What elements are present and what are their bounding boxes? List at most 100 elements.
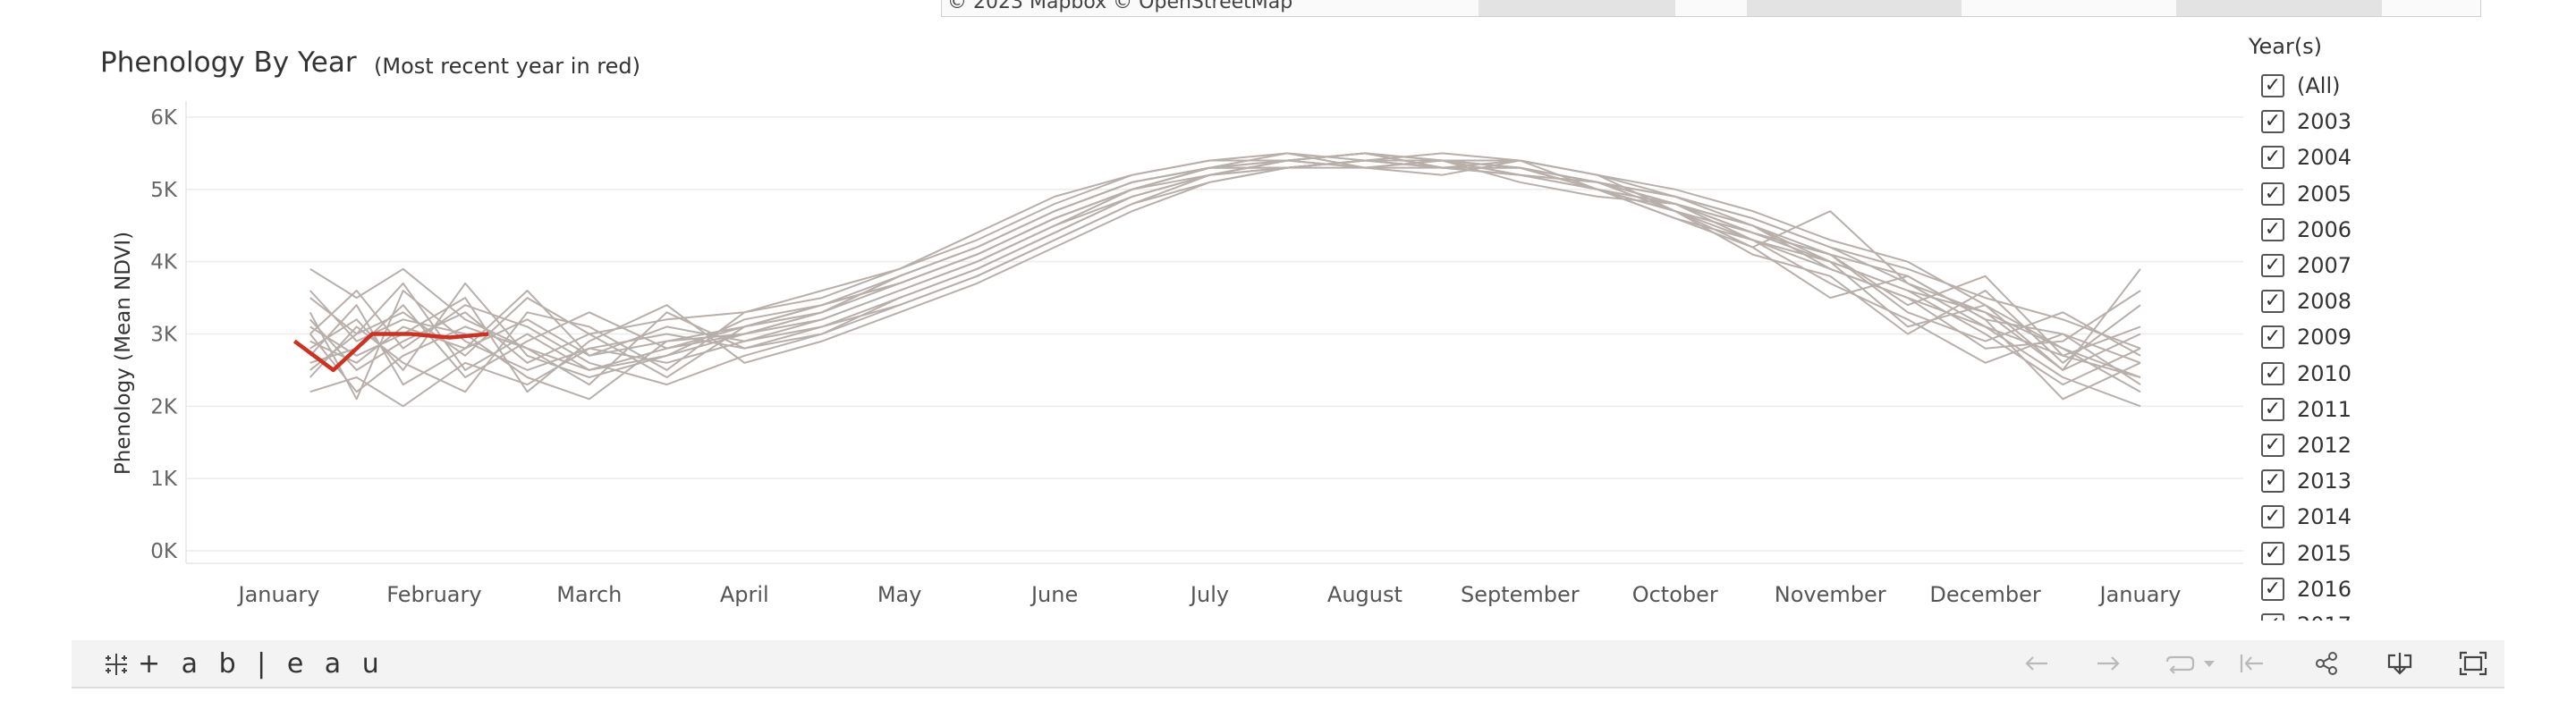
checkbox-icon[interactable]: ✓ (2261, 110, 2284, 134)
chart-subtitle: (Most recent year in red) (374, 54, 640, 79)
y-tick-label: 6K (150, 106, 178, 130)
legend-item-2016[interactable]: ✓ 2016 (2261, 571, 2351, 607)
dropdown-icon (2204, 661, 2215, 667)
tableau-logo-text: + a b | e a u (138, 648, 386, 680)
x-tick-label: April (720, 582, 769, 607)
legend-item-2012[interactable]: ✓ 2012 (2261, 427, 2351, 463)
map-attribution[interactable]: © 2023 Mapbox © OpenStreetMap (947, 0, 1293, 13)
legend-item-label: 2003 (2297, 109, 2352, 135)
x-tick-label: December (1929, 582, 2041, 607)
checkbox-icon[interactable]: ✓ (2261, 254, 2284, 278)
legend-item-label: 2009 (2297, 325, 2352, 350)
legend-item-2015[interactable]: ✓ 2015 (2261, 535, 2351, 570)
x-tick-label: February (386, 582, 481, 607)
checkbox-icon[interactable]: ✓ (2261, 290, 2284, 314)
legend-list: ✓ (All) ✓ 2003 ✓ 2004 ✓ 2005 ✓ 2006 ✓ 2007 ✓ 2008 ✓ 200… (2261, 68, 2351, 621)
fullscreen-icon (2459, 651, 2487, 676)
revert-button[interactable] (2163, 647, 2197, 680)
redo-button[interactable] (2091, 647, 2125, 680)
legend-item-label: 2015 (2297, 540, 2352, 566)
legend-item-2004[interactable]: ✓ 2004 (2261, 139, 2351, 175)
x-tick-label: September (1461, 582, 1580, 607)
tableau-logo[interactable]: + a b | e a u (102, 648, 386, 680)
legend-item-2007[interactable]: ✓ 2007 (2261, 248, 2351, 283)
legend-item-label: 2016 (2297, 576, 2352, 602)
revert-icon (2165, 655, 2195, 674)
legend-item-2009[interactable]: ✓ 2009 (2261, 319, 2351, 355)
y-axis-label: Phenology (Mean NDVI) (112, 232, 135, 475)
series-line-2016[interactable] (309, 159, 2141, 371)
legend-item-2013[interactable]: ✓ 2013 (2261, 463, 2351, 499)
series-line-2004[interactable] (309, 159, 2141, 371)
legend-item-label: 2013 (2297, 469, 2352, 494)
undo-button[interactable] (2020, 647, 2054, 680)
legend-item-label: 2006 (2297, 216, 2352, 242)
reset-button[interactable] (2234, 647, 2268, 680)
legend-item-2008[interactable]: ✓ 2008 (2261, 283, 2351, 319)
checkbox-icon[interactable]: ✓ (2261, 469, 2284, 494)
x-tick-label: January (2098, 582, 2182, 607)
series-line-2013[interactable] (309, 159, 2141, 401)
series-line-2017[interactable] (309, 152, 2141, 393)
checkbox-icon[interactable]: ✓ (2261, 505, 2284, 529)
map-view[interactable]: © 2023 Mapbox © OpenStreetMap (941, 0, 2481, 17)
line-chart[interactable]: 0K 1K 2K 3K 4K 5K 6K January February March April… (0, 0, 2254, 626)
redo-icon (2097, 656, 2120, 671)
checkbox-icon[interactable]: ✓ (2261, 541, 2284, 565)
checkbox-icon[interactable]: ✓ (2261, 433, 2284, 457)
chart-title: Phenology By Year (100, 46, 357, 79)
tableau-toolbar: + a b | e a u (72, 640, 2504, 688)
fullscreen-button[interactable] (2456, 647, 2490, 680)
checkbox-icon[interactable]: ✓ (2261, 182, 2284, 206)
reset-icon (2240, 655, 2263, 672)
y-tick-label: 5K (150, 179, 178, 202)
series-line-2012[interactable] (309, 152, 2141, 393)
legend-item-all[interactable]: ✓ (All) (2261, 68, 2351, 104)
legend-item-label: 2012 (2297, 432, 2352, 458)
legend-item-2006[interactable]: ✓ 2006 (2261, 212, 2351, 248)
checkbox-icon[interactable]: ✓ (2261, 325, 2284, 350)
x-tick-label: November (1775, 582, 1886, 607)
legend-item-label: 2008 (2297, 289, 2352, 315)
share-button[interactable] (2309, 647, 2343, 680)
y-tick-label: 3K (150, 324, 178, 347)
legend-item-label: 2011 (2297, 396, 2352, 422)
checkbox-icon[interactable]: ✓ (2261, 397, 2284, 421)
series-line-2011[interactable] (309, 152, 2141, 393)
x-axis-ticks: January February March April May June July Augu… (237, 582, 2182, 607)
year-filter-legend: Year(s) ✓ (All) ✓ 2003 ✓ 2004 ✓ 2005 ✓ 2006 ✓ 2007 ✓… (2249, 34, 2428, 621)
legend-item-label: 2017 (2297, 612, 2351, 621)
download-button[interactable] (2383, 647, 2417, 680)
legend-item-2010[interactable]: ✓ 2010 (2261, 356, 2351, 392)
checkbox-icon[interactable]: ✓ (2261, 361, 2284, 385)
download-icon (2387, 653, 2412, 675)
y-tick-label: 0K (150, 540, 178, 563)
series-line-2014[interactable] (309, 159, 2141, 401)
y-tick-label: 2K (150, 395, 178, 418)
x-tick-label: July (1189, 582, 1229, 607)
legend-item-2017[interactable]: ✓ 2017 (2261, 607, 2351, 621)
x-tick-label: August (1327, 582, 1402, 607)
revert-dropdown-button[interactable] (2199, 647, 2220, 680)
legend-item-label: 2010 (2297, 360, 2352, 386)
legend-item-label: (All) (2297, 73, 2341, 99)
series-line-2023[interactable] (292, 332, 489, 373)
legend-item-2003[interactable]: ✓ 2003 (2261, 104, 2351, 139)
share-icon (2316, 652, 2337, 675)
series-line-2009[interactable] (309, 159, 2141, 401)
checkbox-icon[interactable]: ✓ (2261, 612, 2284, 621)
legend-item-label: 2014 (2297, 504, 2352, 530)
checkbox-icon[interactable]: ✓ (2261, 577, 2284, 601)
x-tick-label: January (237, 582, 320, 607)
y-tick-label: 4K (150, 251, 178, 274)
x-tick-label: March (556, 582, 622, 607)
map-land-shape (1747, 0, 1962, 16)
checkbox-icon[interactable]: ✓ (2261, 217, 2284, 241)
legend-item-label: 2007 (2297, 253, 2352, 279)
checkbox-icon[interactable]: ✓ (2261, 74, 2284, 98)
legend-item-2005[interactable]: ✓ 2005 (2261, 176, 2351, 212)
legend-item-2014[interactable]: ✓ 2014 (2261, 499, 2351, 535)
checkbox-icon[interactable]: ✓ (2261, 146, 2284, 170)
series-line-2015[interactable] (309, 152, 2141, 378)
legend-item-2011[interactable]: ✓ 2011 (2261, 392, 2351, 427)
